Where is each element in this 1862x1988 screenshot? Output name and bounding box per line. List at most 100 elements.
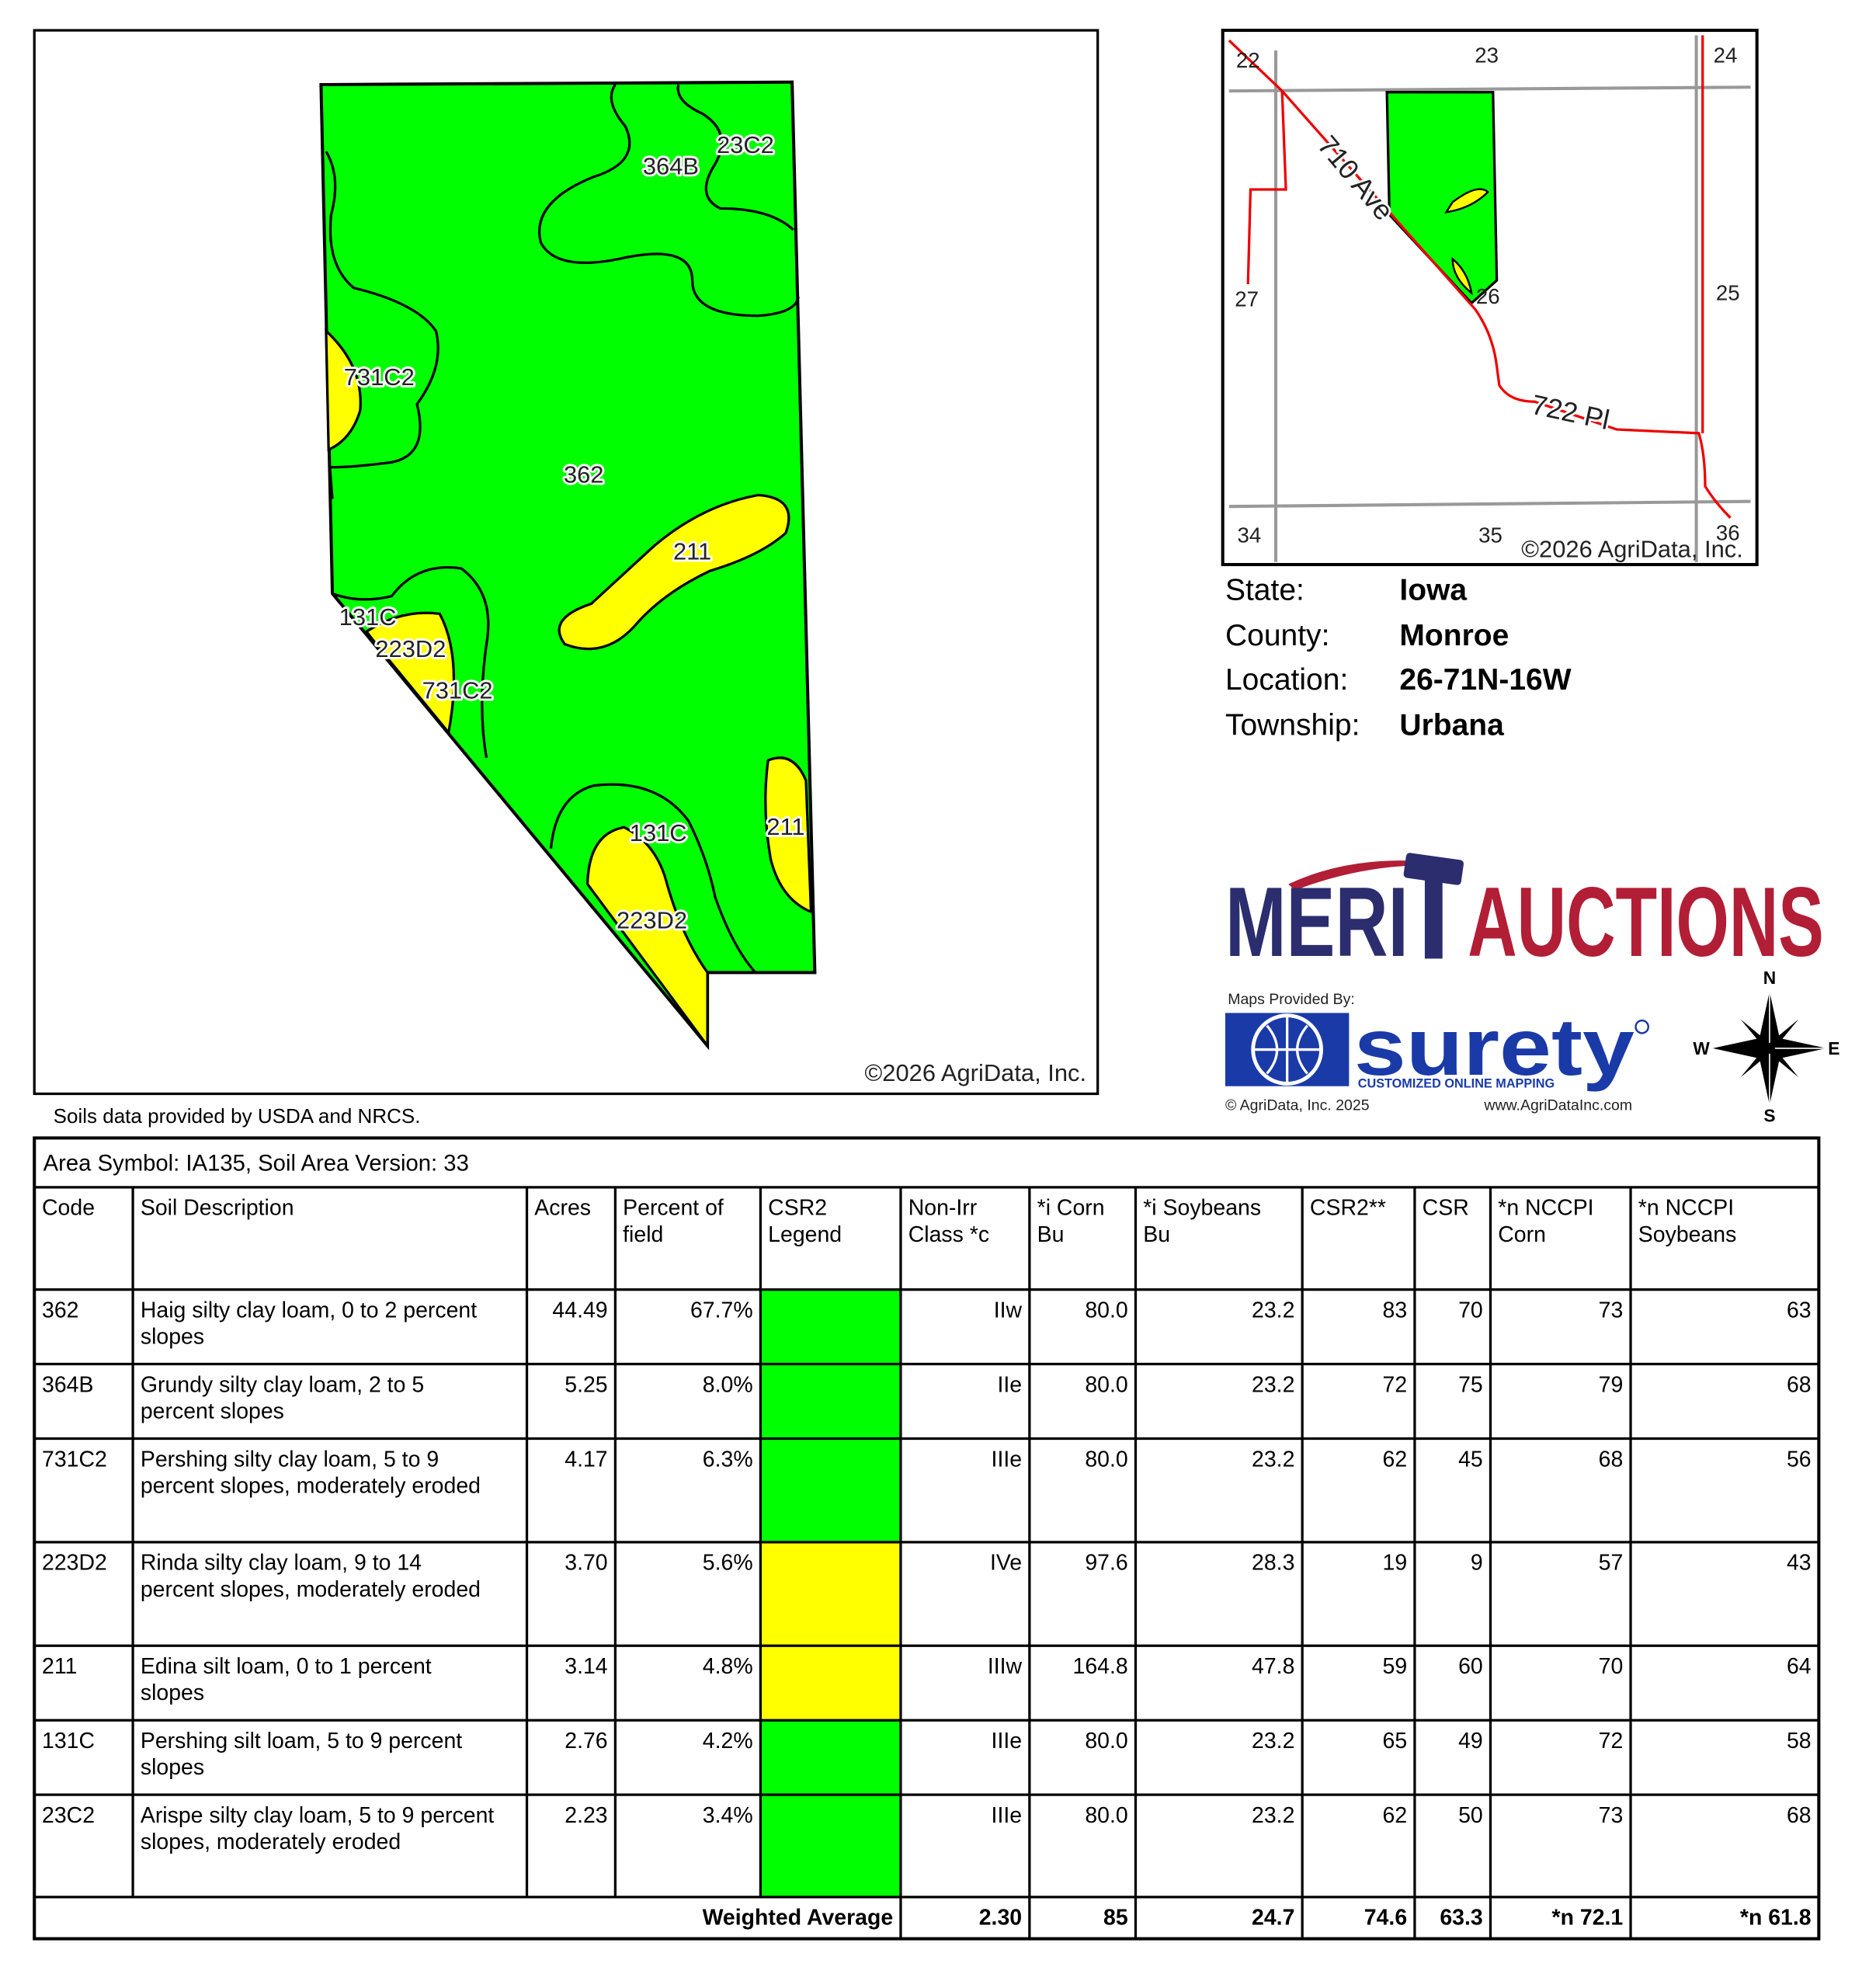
soil-description: Grundy silty clay loam, 2 to 5 (141, 1372, 424, 1397)
location-value: Monroe (1399, 619, 1509, 652)
table-value: 23.2 (1252, 1298, 1294, 1322)
table-value: 45 (1458, 1447, 1483, 1472)
column-header: field (623, 1222, 663, 1247)
column-header: Code (42, 1196, 95, 1221)
table-value: 23.2 (1252, 1372, 1294, 1397)
table-border (33, 1136, 1821, 1941)
csr2-legend-swatch (760, 1289, 901, 1364)
table-value: 70 (1458, 1298, 1483, 1322)
soil-label: 23C2 (717, 131, 774, 158)
table-value: 80.0 (1085, 1298, 1127, 1322)
column-header: Class *c (908, 1222, 989, 1247)
soil-description: percent slopes, moderately eroded (141, 1577, 481, 1602)
soil-label: 223D2 (617, 906, 687, 933)
compass-w: W (1693, 1038, 1710, 1058)
table-value: IIw (994, 1298, 1023, 1322)
section-number: 27 (1235, 287, 1259, 311)
table-value: IIe (997, 1372, 1022, 1397)
table-value: 23.2 (1252, 1729, 1294, 1753)
table-value: 70 (1599, 1654, 1624, 1679)
table-value: 4.2% (703, 1729, 753, 1753)
column-header: Acres (534, 1196, 591, 1221)
column-header: Soil Description (141, 1196, 294, 1221)
table-value: 62 (1383, 1447, 1408, 1472)
table-value: 3.70 (565, 1551, 607, 1576)
compass-n: N (1763, 968, 1776, 988)
compass: N E S W (1693, 968, 1839, 1125)
table-value: 68 (1787, 1372, 1812, 1397)
soil-description: Pershing silt loam, 5 to 9 percent (141, 1729, 462, 1753)
section-line (1228, 85, 1751, 93)
logo-gavel (1403, 853, 1464, 959)
table-value: 2.76 (565, 1729, 607, 1753)
location-label: County: (1225, 619, 1329, 652)
soil-label: 731C2 (344, 363, 415, 391)
column-header: *n NCCPI (1638, 1196, 1734, 1221)
credit-text: www.AgriDataInc.com (1483, 1097, 1632, 1114)
soil-description: Haig silty clay loam, 0 to 2 percent (141, 1298, 477, 1322)
soil-description: percent slopes (141, 1399, 284, 1423)
footer-label: Weighted Average (703, 1906, 894, 1931)
table-value: 73 (1599, 1803, 1624, 1828)
table-value: 164.8 (1073, 1654, 1128, 1679)
location-value: Urbana (1399, 709, 1504, 742)
column-header: Bu (1143, 1222, 1170, 1247)
csr2-legend-swatch (760, 1795, 901, 1897)
table-value: 28.3 (1252, 1551, 1294, 1576)
compass-star (1740, 1019, 1799, 1078)
column-header: CSR (1423, 1196, 1469, 1221)
registered-mark (1634, 1019, 1650, 1034)
compass-s: S (1763, 1105, 1775, 1125)
table-value: IIIe (992, 1729, 1023, 1753)
table-value: 50 (1458, 1803, 1483, 1828)
road (1246, 91, 1287, 284)
table-value: 80.0 (1085, 1729, 1127, 1753)
table-value: 75 (1458, 1372, 1483, 1397)
globe-grid (1252, 1015, 1322, 1084)
table-value: 6.3% (703, 1447, 753, 1472)
section-number: 23 (1475, 43, 1499, 67)
soil-line (538, 84, 800, 318)
table-value: 44.49 (552, 1298, 607, 1322)
table-value: 3.4% (703, 1803, 753, 1828)
locator-field (1385, 91, 1499, 305)
table-value: 97.6 (1085, 1551, 1127, 1576)
soil-zone (558, 493, 790, 651)
column-header: Soybeans (1638, 1222, 1737, 1247)
table-value: 5.6% (703, 1551, 753, 1576)
gavel-handle (1424, 878, 1443, 959)
location-info: State: Iowa County: Monroe Location: 26-… (1225, 574, 1572, 742)
soil-line (325, 151, 439, 499)
csr2-legend-swatch (760, 1720, 901, 1795)
soil-description: Arispe silty clay loam, 5 to 9 percent (141, 1803, 495, 1828)
column-header: Percent of (623, 1196, 724, 1221)
table-value: IVe (990, 1551, 1022, 1576)
footer-value: 63.3 (1440, 1906, 1482, 1931)
table-value: 60 (1458, 1654, 1483, 1679)
table-value: 19 (1383, 1551, 1408, 1576)
table-value: 62 (1383, 1803, 1408, 1828)
soil-line (676, 84, 794, 231)
soil-label: 211 (766, 813, 804, 840)
locator-copyright: ©2026 AgriData, Inc. (1521, 535, 1743, 562)
column-header: Corn (1498, 1222, 1546, 1247)
column-header: *n NCCPI (1498, 1196, 1593, 1221)
soil-description: percent slopes, moderately eroded (141, 1473, 481, 1498)
section-number: 25 (1716, 280, 1740, 304)
table-value: IIIe (992, 1447, 1023, 1472)
table-value: 4.8% (703, 1654, 753, 1679)
table-value: 43 (1787, 1551, 1812, 1576)
logo-text: MERI (1225, 867, 1409, 977)
soil-code: 131C (42, 1729, 95, 1753)
footer-value: *n 61.8 (1740, 1906, 1812, 1931)
soil-map: 364B 23C2 731C2 362 211 131C 223D2 731C2… (33, 29, 1099, 1096)
table-value: 83 (1383, 1298, 1408, 1322)
table-value: 67.7% (690, 1298, 753, 1322)
soil-zone (764, 756, 813, 914)
map-copyright: ©2026 AgriData, Inc. (865, 1059, 1087, 1086)
soil-code: 362 (42, 1298, 78, 1322)
table-value: IIIe (992, 1803, 1023, 1828)
csr2-legend-swatch (760, 1364, 901, 1439)
table-value: 80.0 (1085, 1803, 1127, 1828)
